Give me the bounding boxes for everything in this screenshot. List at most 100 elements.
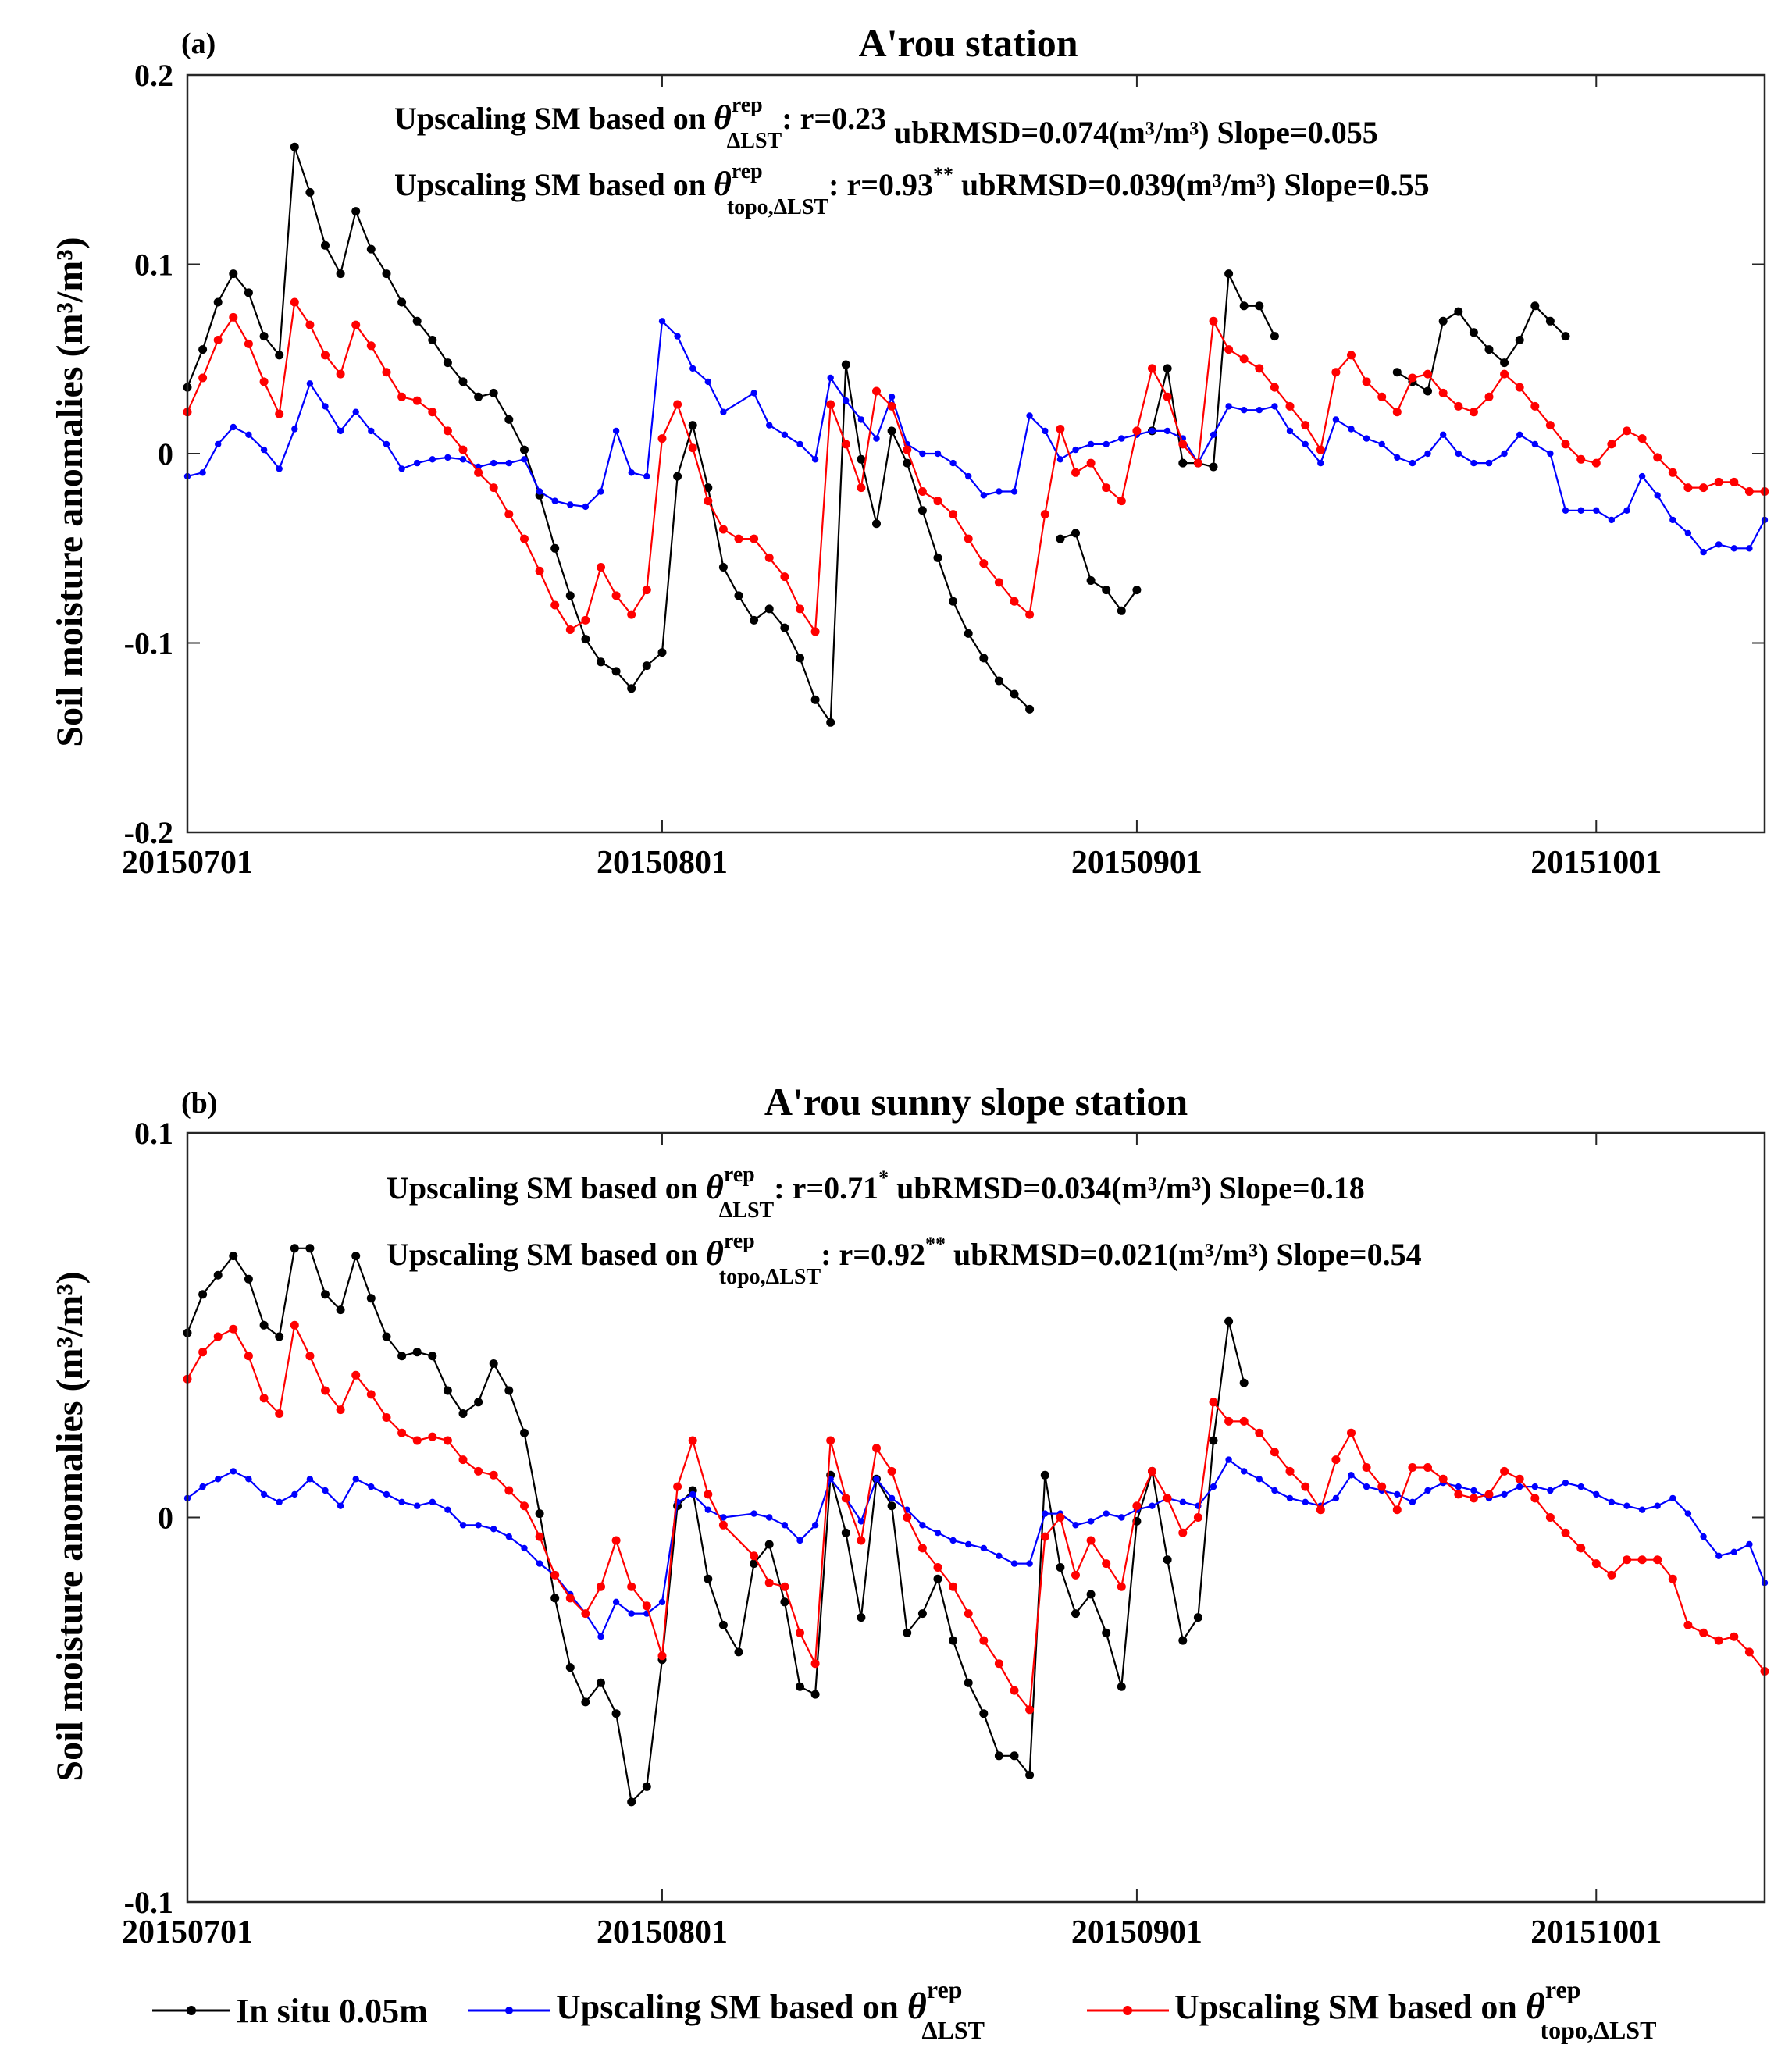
data-point-insitu bbox=[565, 1663, 575, 1672]
data-point-insitu bbox=[750, 615, 759, 625]
data-point-red bbox=[657, 434, 667, 443]
data-point-blue bbox=[352, 408, 359, 415]
data-point-blue bbox=[490, 459, 497, 467]
data-point-blue bbox=[796, 440, 803, 448]
series-red bbox=[183, 1320, 1769, 1715]
data-point-blue bbox=[750, 1510, 757, 1517]
y-tick-label: 0 bbox=[158, 1501, 173, 1536]
data-point-red bbox=[949, 510, 958, 519]
data-point-red bbox=[1576, 454, 1586, 464]
data-point-insitu bbox=[1010, 689, 1019, 699]
data-point-blue bbox=[414, 459, 421, 467]
theta-sub: topo,ΔLST bbox=[1540, 2016, 1656, 2044]
data-point-blue bbox=[490, 1526, 497, 1533]
y-tick-label: -0.1 bbox=[124, 1885, 173, 1920]
data-point-blue bbox=[551, 497, 558, 504]
data-point-insitu bbox=[290, 142, 299, 151]
data-point-red bbox=[443, 1436, 452, 1445]
data-point-red bbox=[1163, 1494, 1172, 1503]
data-point-red bbox=[504, 1486, 514, 1495]
data-point-insitu bbox=[1178, 458, 1188, 468]
data-point-red bbox=[1224, 345, 1234, 354]
series-line-insitu bbox=[186, 146, 1031, 724]
data-point-red bbox=[198, 1348, 208, 1357]
data-point-insitu bbox=[382, 1332, 391, 1341]
data-point-red bbox=[1255, 364, 1264, 373]
data-point-red bbox=[1653, 453, 1662, 462]
data-point-blue bbox=[1087, 440, 1095, 448]
data-point-insitu bbox=[857, 1613, 866, 1622]
data-point-blue bbox=[689, 365, 696, 372]
data-point-blue bbox=[459, 456, 467, 463]
data-point-red bbox=[1270, 1448, 1279, 1457]
data-point-insitu bbox=[642, 661, 651, 671]
data-point-red bbox=[351, 320, 361, 329]
data-point-blue bbox=[704, 1506, 711, 1513]
panel-label: (b) bbox=[181, 1087, 217, 1120]
data-point-red bbox=[321, 351, 330, 360]
data-point-blue bbox=[459, 1522, 467, 1529]
data-point-red bbox=[259, 1394, 269, 1403]
x-tick-label: 20150801 bbox=[597, 1914, 728, 1950]
data-point-red bbox=[244, 1352, 253, 1361]
data-point-blue bbox=[597, 488, 604, 495]
data-point-red bbox=[764, 553, 774, 562]
data-point-insitu bbox=[1392, 368, 1402, 377]
data-point-red bbox=[489, 483, 498, 493]
data-point-insitu bbox=[1086, 1590, 1096, 1599]
data-point-red bbox=[1515, 383, 1524, 392]
data-point-blue bbox=[245, 1476, 252, 1483]
data-point-insitu bbox=[1209, 1436, 1218, 1445]
data-point-red bbox=[1209, 316, 1218, 326]
data-point-red bbox=[1331, 368, 1341, 377]
svg-text:Soil moisture anomalies (m³/m³: Soil moisture anomalies (m³/m³) bbox=[49, 237, 91, 746]
data-point-red bbox=[1607, 1570, 1616, 1580]
data-point-blue bbox=[1485, 459, 1493, 467]
data-point-red bbox=[1301, 421, 1310, 430]
data-point-blue bbox=[567, 501, 574, 508]
data-point-insitu bbox=[917, 1609, 927, 1619]
data-point-insitu bbox=[949, 597, 958, 606]
data-point-blue bbox=[1332, 1494, 1340, 1502]
legend-item-insitu: In situ 0.05m bbox=[152, 1992, 428, 2030]
data-point-insitu bbox=[351, 207, 361, 216]
data-point-blue bbox=[1394, 454, 1401, 461]
data-point-blue bbox=[1684, 529, 1692, 537]
data-point-insitu bbox=[734, 591, 743, 600]
data-point-blue bbox=[996, 1552, 1003, 1560]
data-point-red bbox=[581, 1609, 590, 1619]
data-point-blue bbox=[1501, 1490, 1508, 1498]
stats-prefix: Upscaling SM based on bbox=[394, 101, 706, 136]
data-point-insitu bbox=[550, 1594, 560, 1603]
data-point-insitu bbox=[994, 676, 1003, 686]
data-point-insitu bbox=[565, 591, 575, 600]
stats-ubrmsd: ubRMSD=0.021(m³/m³) bbox=[953, 1237, 1268, 1272]
y-axis-label: Soil moisture anomalies (m³/m³) bbox=[49, 237, 91, 746]
stats-slope: Slope=0.055 bbox=[1217, 115, 1378, 150]
theta-symbol: θ bbox=[714, 165, 732, 203]
chart-title: A'rou sunny slope station bbox=[764, 1080, 1188, 1124]
data-point-red bbox=[290, 1320, 299, 1330]
data-point-blue bbox=[383, 1490, 390, 1498]
x-tick-label: 20151001 bbox=[1530, 1914, 1662, 1950]
data-point-red bbox=[1010, 597, 1019, 606]
data-point-insitu bbox=[581, 1697, 590, 1707]
data-point-blue bbox=[352, 1476, 359, 1483]
y-tick-label: 0.2 bbox=[134, 58, 173, 93]
data-point-insitu bbox=[1484, 345, 1494, 354]
stats-r: r=0.92 bbox=[839, 1237, 925, 1272]
data-point-blue bbox=[919, 1522, 926, 1529]
data-point-red bbox=[321, 1386, 330, 1395]
data-point-red bbox=[704, 1490, 713, 1499]
data-point-insitu bbox=[949, 1636, 958, 1645]
data-point-blue bbox=[873, 435, 880, 442]
data-point-blue bbox=[980, 1544, 988, 1552]
data-point-red bbox=[964, 1609, 973, 1619]
y-tick-label: -0.1 bbox=[124, 626, 173, 661]
data-point-blue bbox=[1669, 1494, 1676, 1502]
data-point-blue bbox=[1531, 1483, 1539, 1490]
data-point-insitu bbox=[275, 1332, 284, 1341]
data-point-insitu bbox=[397, 297, 407, 307]
data-point-blue bbox=[1516, 1483, 1523, 1490]
